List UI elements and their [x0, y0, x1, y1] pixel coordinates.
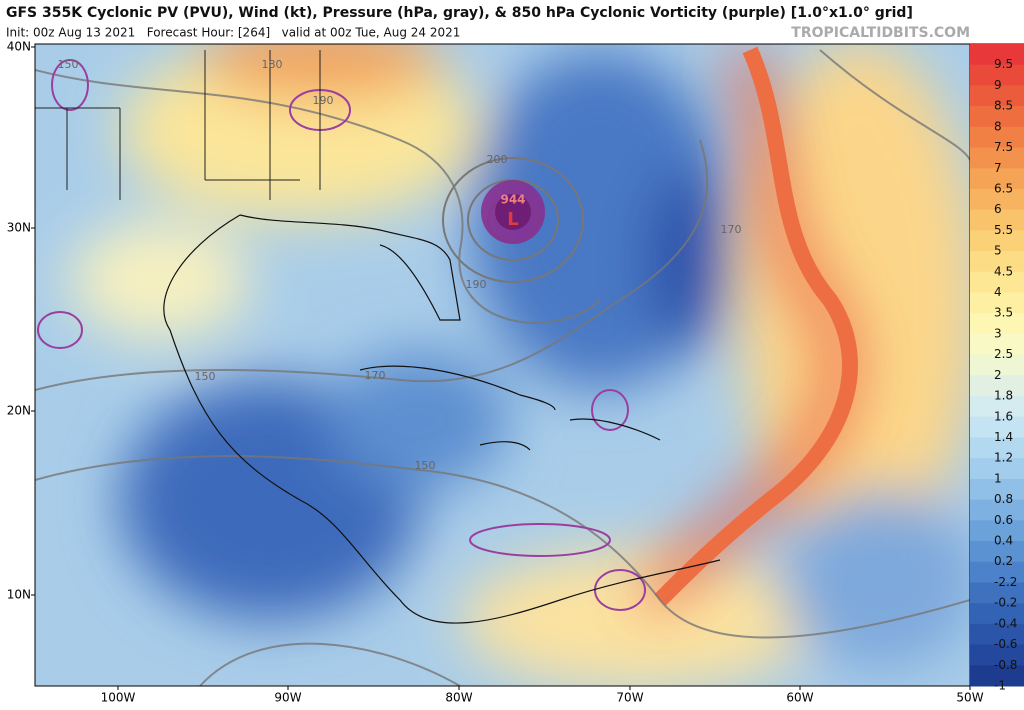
colorbar-label: 1.4: [994, 430, 1013, 444]
colorbar-label: 5.5: [994, 223, 1013, 237]
contour-label: 190: [313, 94, 334, 107]
low-pressure: 944: [500, 193, 525, 207]
colorbar-swatch: [970, 44, 1024, 66]
colorbar-label: 1: [994, 471, 1002, 485]
colorbar-label: 2.5: [994, 347, 1013, 361]
colorbar-label: 6.5: [994, 181, 1013, 195]
colorbar-swatch: [970, 85, 1024, 107]
colorbar-label: 7: [994, 161, 1002, 175]
contour-label: 190: [466, 278, 487, 291]
colorbar-swatch: [970, 313, 1024, 335]
colorbar-label: 0.6: [994, 513, 1013, 527]
colorbar-swatch: [970, 520, 1024, 542]
colorbar-swatch: [970, 292, 1024, 314]
colorbar-label: 5: [994, 244, 1002, 258]
colorbar-label: 2: [994, 368, 1002, 382]
colorbar-label: 6: [994, 202, 1002, 216]
lon-label: 70W: [616, 691, 643, 705]
colorbar-swatch: [970, 541, 1024, 563]
low-symbol: L: [507, 209, 518, 230]
colorbar-swatch: [970, 582, 1024, 604]
colorbar-label: 4.5: [994, 264, 1013, 278]
lon-label: 100W: [101, 691, 136, 705]
colorbar-swatch: [970, 375, 1024, 397]
colorbar-swatch: [970, 623, 1024, 646]
contour-label: 170: [365, 369, 386, 382]
lon-label: 90W: [274, 691, 301, 705]
colorbar-label: 8: [994, 119, 1002, 133]
colorbar-swatch: [970, 603, 1024, 625]
colorbar-label: 9.5: [994, 57, 1013, 71]
lat-label: 40N: [7, 40, 31, 54]
colorbar-label: 0.2: [994, 554, 1013, 568]
colorbar-label: 3: [994, 326, 1002, 340]
colorbar-label: -0.8: [994, 658, 1017, 672]
colorbar-swatch: [970, 64, 1024, 86]
colorbar-swatch: [970, 271, 1024, 294]
colorbar-swatch: [970, 188, 1024, 211]
map-field: 944 L: [35, 44, 970, 686]
colorbar-swatch: [970, 416, 1024, 438]
colorbar-swatch: [970, 147, 1024, 169]
colorbar-label: 9: [994, 78, 1002, 92]
colorbar-label: 8.5: [994, 99, 1013, 113]
contour-label: 200: [487, 153, 508, 166]
colorbar-swatch: [970, 354, 1024, 376]
lon-label: 80W: [445, 691, 472, 705]
colorbar-label: 3.5: [994, 306, 1013, 320]
colorbar-label: 1.8: [994, 389, 1013, 403]
colorbar-label: 1.6: [994, 409, 1013, 423]
colorbar-label: -1: [994, 679, 1006, 693]
colorbar-swatch: [970, 230, 1024, 252]
colorbar-swatch: [970, 396, 1024, 418]
colorbar-label: -0.6: [994, 637, 1017, 651]
lon-label: 50W: [956, 691, 983, 705]
colorbar-swatch: [970, 126, 1024, 149]
colorbar-swatch: [970, 561, 1024, 583]
colorbar-swatch: [970, 106, 1024, 128]
colorbar-swatch: [970, 499, 1024, 521]
brand: TROPICALTIDBITS.COM: [791, 25, 970, 41]
colorbar-swatch: [970, 168, 1024, 190]
lon-label: 60W: [786, 691, 813, 705]
colorbar-swatch: [970, 478, 1024, 501]
colorbar-swatch: [970, 437, 1024, 459]
colorbar-swatch: [970, 251, 1024, 273]
title: GFS 355K Cyclonic PV (PVU), Wind (kt), P…: [6, 5, 913, 21]
colorbar-label: -2.2: [994, 575, 1017, 589]
contour-label: 170: [721, 223, 742, 236]
colorbar-swatch: [970, 209, 1024, 231]
colorbar-label: 0.8: [994, 492, 1013, 506]
contour-label: 150: [195, 370, 216, 383]
contour-label: 150: [415, 459, 436, 472]
contour-label: 150: [58, 58, 79, 71]
lat-label: 10N: [7, 588, 31, 602]
colorbar-swatch: [970, 333, 1024, 356]
colorbar-swatch: [970, 458, 1024, 480]
lat-label: 20N: [7, 404, 31, 418]
contour-label: 180: [262, 58, 283, 71]
lat-label: 30N: [7, 221, 31, 235]
colorbar-label: 7.5: [994, 140, 1013, 154]
colorbar-label: -0.2: [994, 596, 1017, 610]
colorbar-label: -0.4: [994, 616, 1017, 630]
colorbar-label: 0.4: [994, 534, 1013, 548]
subtitle: Init: 00z Aug 13 2021 Forecast Hour: [26…: [6, 26, 460, 40]
colorbar-label: 1.2: [994, 451, 1013, 465]
colorbar-swatch: [970, 665, 1024, 687]
colorbar-swatch: [970, 644, 1024, 666]
colorbar-label: 4: [994, 285, 1002, 299]
